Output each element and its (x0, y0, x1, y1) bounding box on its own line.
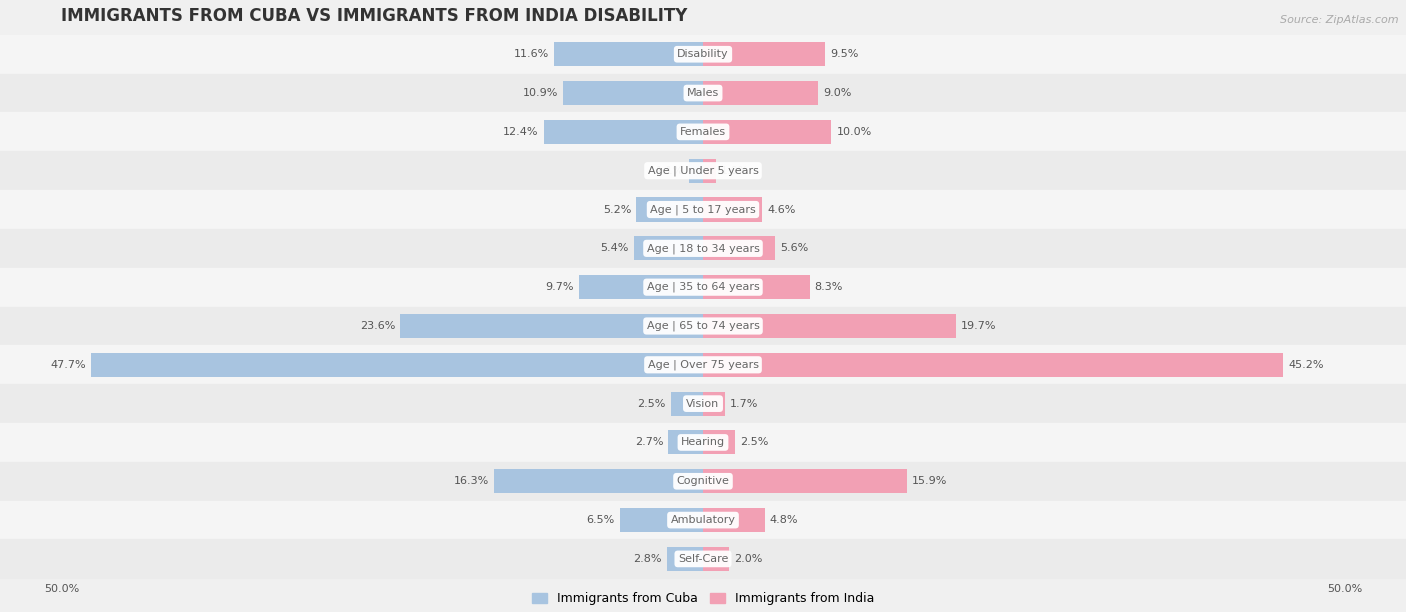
Bar (0, 345, 1406, 384)
Bar (91, 353, 703, 377)
Text: Age | 5 to 17 years: Age | 5 to 17 years (650, 204, 756, 215)
Text: IMMIGRANTS FROM CUBA VS IMMIGRANTS FROM INDIA DISABILITY: IMMIGRANTS FROM CUBA VS IMMIGRANTS FROM … (62, 7, 688, 25)
Text: 9.5%: 9.5% (830, 49, 859, 59)
Bar (0, 423, 1406, 462)
Text: Self-Care: Self-Care (678, 554, 728, 564)
Bar (544, 120, 703, 144)
Text: 45.2%: 45.2% (1288, 360, 1323, 370)
Bar (637, 198, 703, 222)
Bar (671, 392, 703, 416)
Text: 5.6%: 5.6% (780, 244, 808, 253)
Bar (0, 229, 1406, 268)
Bar (0, 462, 1406, 501)
Bar (0, 384, 1406, 423)
Bar (0, 35, 1406, 73)
Text: Females: Females (681, 127, 725, 137)
Text: 2.5%: 2.5% (740, 438, 769, 447)
Bar (703, 392, 725, 416)
Bar (703, 42, 825, 66)
Bar (703, 275, 810, 299)
Text: Age | 65 to 74 years: Age | 65 to 74 years (647, 321, 759, 331)
Text: 2.0%: 2.0% (734, 554, 762, 564)
Bar (703, 81, 818, 105)
Bar (703, 120, 831, 144)
Bar (564, 81, 703, 105)
Text: 16.3%: 16.3% (454, 476, 489, 487)
Bar (703, 547, 728, 571)
Bar (703, 469, 907, 493)
Text: 11.6%: 11.6% (513, 49, 548, 59)
Bar (0, 307, 1406, 345)
Text: Disability: Disability (678, 49, 728, 59)
Bar (401, 314, 703, 338)
Text: Hearing: Hearing (681, 438, 725, 447)
Bar (703, 508, 765, 532)
Text: 10.0%: 10.0% (837, 127, 872, 137)
Text: 9.0%: 9.0% (824, 88, 852, 98)
Text: 8.3%: 8.3% (814, 282, 844, 292)
Text: 2.8%: 2.8% (634, 554, 662, 564)
Text: 10.9%: 10.9% (523, 88, 558, 98)
Bar (0, 151, 1406, 190)
Bar (703, 198, 762, 222)
Bar (620, 508, 703, 532)
Bar (703, 159, 716, 183)
Text: 9.7%: 9.7% (546, 282, 574, 292)
Text: Age | Over 75 years: Age | Over 75 years (648, 360, 758, 370)
Bar (634, 236, 703, 260)
Text: 4.6%: 4.6% (768, 204, 796, 215)
Bar (494, 469, 703, 493)
Text: 6.5%: 6.5% (586, 515, 614, 525)
Text: Age | 18 to 34 years: Age | 18 to 34 years (647, 243, 759, 253)
Text: 23.6%: 23.6% (360, 321, 395, 331)
Bar (0, 190, 1406, 229)
Bar (703, 314, 956, 338)
Bar (703, 236, 775, 260)
Text: 1.1%: 1.1% (655, 166, 683, 176)
Text: Age | 35 to 64 years: Age | 35 to 64 years (647, 282, 759, 293)
Bar (578, 275, 703, 299)
Text: Vision: Vision (686, 398, 720, 409)
Bar (0, 501, 1406, 540)
Text: Source: ZipAtlas.com: Source: ZipAtlas.com (1281, 15, 1399, 25)
Bar (554, 42, 703, 66)
Text: 1.7%: 1.7% (730, 398, 758, 409)
Text: 47.7%: 47.7% (51, 360, 86, 370)
Bar (703, 430, 735, 455)
Text: 12.4%: 12.4% (503, 127, 538, 137)
Bar (668, 430, 703, 455)
Bar (689, 159, 703, 183)
Text: 5.2%: 5.2% (603, 204, 631, 215)
Bar (0, 540, 1406, 578)
Text: 5.4%: 5.4% (600, 244, 628, 253)
Text: 1.0%: 1.0% (721, 166, 749, 176)
Text: Age | Under 5 years: Age | Under 5 years (648, 165, 758, 176)
Bar (0, 113, 1406, 151)
Text: Cognitive: Cognitive (676, 476, 730, 487)
Text: 2.5%: 2.5% (637, 398, 666, 409)
Text: Males: Males (688, 88, 718, 98)
Bar (666, 547, 703, 571)
Bar (0, 73, 1406, 113)
Legend: Immigrants from Cuba, Immigrants from India: Immigrants from Cuba, Immigrants from In… (527, 587, 879, 610)
Bar (0, 268, 1406, 307)
Text: 4.8%: 4.8% (769, 515, 799, 525)
Text: Ambulatory: Ambulatory (671, 515, 735, 525)
Bar (703, 353, 1284, 377)
Text: 15.9%: 15.9% (912, 476, 948, 487)
Text: 19.7%: 19.7% (960, 321, 997, 331)
Text: 2.7%: 2.7% (634, 438, 664, 447)
